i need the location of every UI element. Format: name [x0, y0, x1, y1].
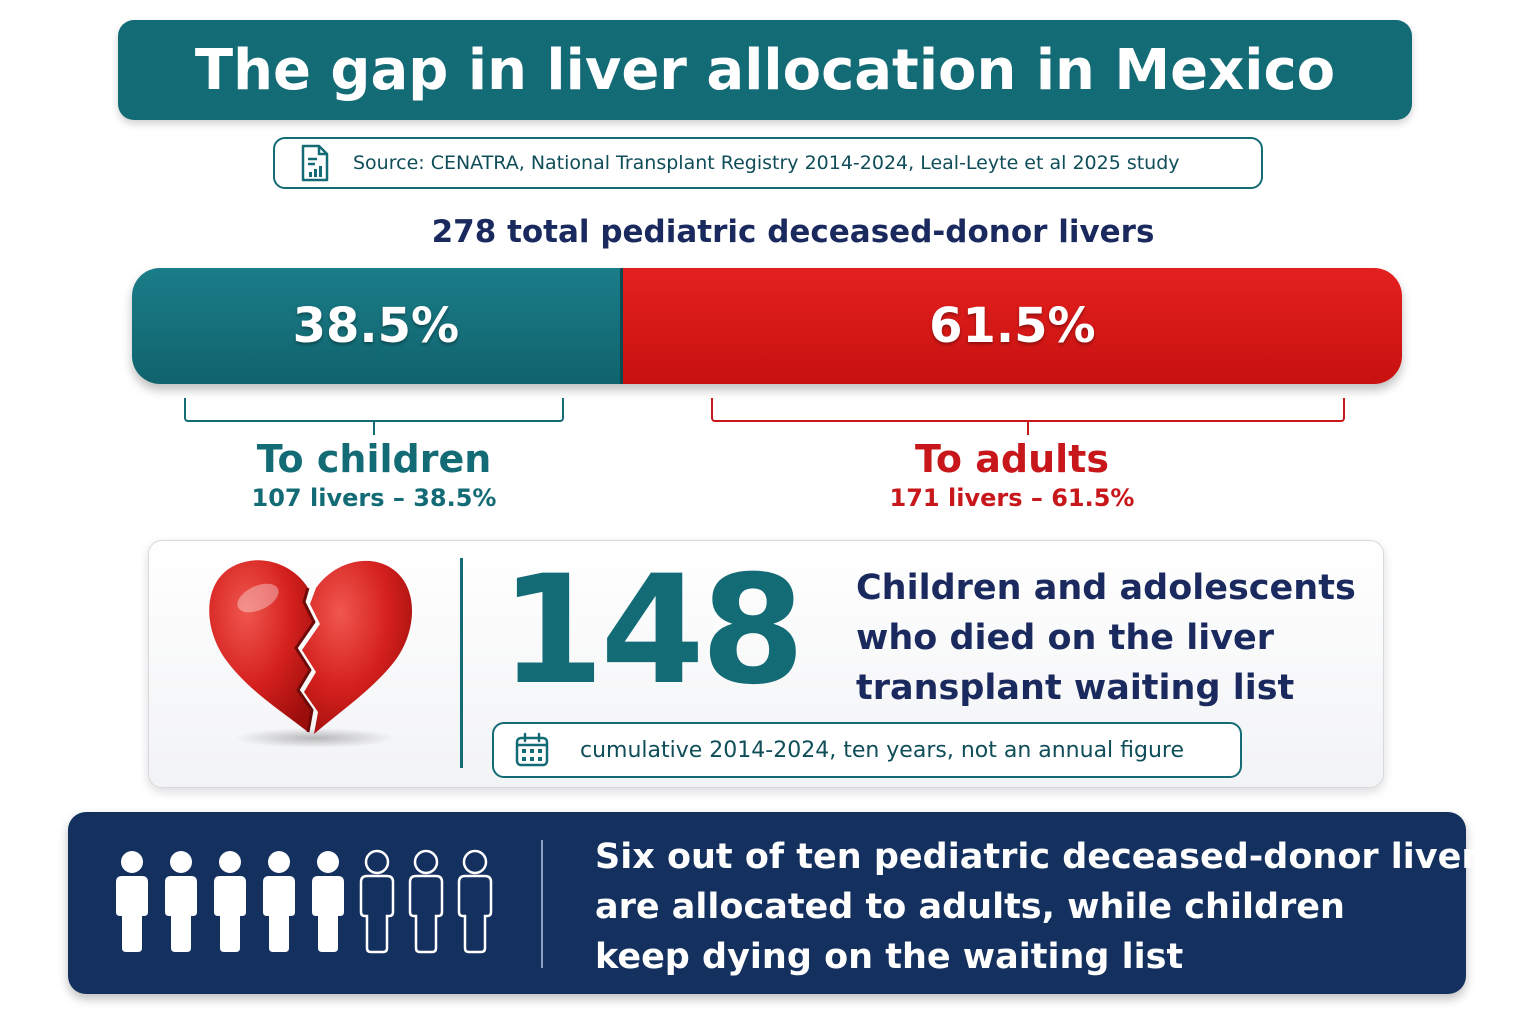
conclusion-line: keep dying on the waiting list	[595, 937, 1184, 977]
conclusion-banner	[68, 812, 1466, 994]
person-filled-icon	[214, 851, 246, 952]
document-chart-icon	[301, 144, 329, 182]
person-filled-icon	[165, 851, 197, 952]
period-note: cumulative 2014-2024, ten years, not an …	[492, 722, 1242, 778]
children-detail: 107 livers – 38.5%	[251, 484, 497, 512]
card-divider	[460, 558, 463, 768]
conclusion-line: are allocated to adults, while children	[595, 887, 1345, 927]
person-filled-icon	[263, 851, 295, 952]
adults-detail: 171 livers – 61.5%	[889, 484, 1135, 512]
adults-share-segment: 61.5%	[622, 268, 1402, 384]
person-filled-icon	[116, 851, 148, 952]
deaths-description-line: transplant waiting list	[856, 668, 1295, 708]
deaths-count: 148	[500, 544, 805, 718]
people-icon	[116, 849, 493, 954]
deaths-description: Children and adolescents who died on the…	[856, 563, 1376, 713]
children-percent: 38.5%	[292, 298, 460, 354]
period-note-text: cumulative 2014-2024, ten years, not an …	[580, 737, 1185, 763]
person-outline-icon	[359, 849, 395, 954]
children-bracket-stem	[373, 421, 375, 435]
children-bracket	[184, 398, 564, 422]
calendar-icon	[515, 732, 549, 767]
source-text: Source: CENATRA, National Transplant Reg…	[353, 152, 1180, 174]
adults-label: To adults	[915, 437, 1109, 481]
children-share-segment: 38.5%	[132, 268, 623, 384]
conclusion-text: Six out of ten pediatric deceased-donor …	[595, 832, 1500, 982]
person-filled-icon	[312, 851, 344, 952]
adults-percent: 61.5%	[929, 298, 1096, 354]
page-title: The gap in liver allocation in Mexico	[194, 37, 1336, 103]
deaths-description-line: Children and adolescents	[856, 568, 1356, 608]
deaths-description-line: who died on the liver	[856, 618, 1275, 658]
conclusion-line: Six out of ten pediatric deceased-donor …	[595, 837, 1500, 877]
source-citation: Source: CENATRA, National Transplant Reg…	[273, 137, 1263, 189]
children-label: To children	[256, 437, 492, 481]
title-banner: The gap in liver allocation in Mexico	[118, 20, 1412, 120]
allocation-split-bar: 38.5% 61.5%	[132, 268, 1402, 384]
person-outline-icon	[457, 849, 493, 954]
total-livers-label: 278 total pediatric deceased-donor liver…	[431, 214, 1155, 250]
adults-bracket-stem	[1027, 421, 1029, 435]
broken-heart-icon	[209, 560, 413, 748]
adults-bracket	[711, 398, 1345, 422]
person-outline-icon	[408, 849, 444, 954]
banner-divider	[541, 840, 543, 968]
